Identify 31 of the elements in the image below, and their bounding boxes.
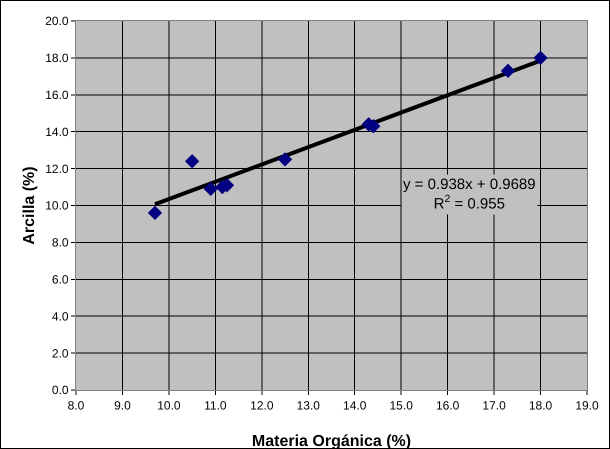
y-tick-label: 18.0 (45, 51, 69, 66)
x-tick-label: 8.0 (68, 398, 85, 412)
y-tick-label: 4.0 (52, 309, 69, 324)
x-tick-label: 11.0 (204, 398, 227, 412)
point (148, 206, 162, 220)
x-tick-label: 16.0 (436, 398, 460, 412)
y-tick-label: 0.0 (52, 383, 69, 398)
y-tick-label: 16.0 (45, 88, 69, 102)
y-tick-label: 10.0 (45, 198, 69, 213)
y-tick-label: 14.0 (45, 124, 69, 139)
y-axis-title: Arcilla (%) (21, 166, 38, 245)
annotation: y = 0.938x + 0.9689 R$^{2}$ = 0.955 (403, 176, 536, 212)
y-tick-label: 20.0 (45, 14, 69, 28)
x-tick-label: 13.0 (296, 398, 320, 412)
x-tick-label: 18.0 (528, 398, 553, 412)
point (204, 182, 218, 196)
point (533, 50, 548, 66)
x-tick-label: 15.0 (390, 398, 414, 412)
x-tick-label: 10.0 (157, 398, 181, 412)
x-tick-label: 14.0 (343, 398, 367, 412)
y-tick-label: 2.0 (52, 346, 69, 360)
x-tick-label: 9.0 (114, 398, 132, 412)
point (500, 64, 516, 78)
y-tick-label: 6.0 (52, 272, 69, 286)
y-tick-label: 12.0 (45, 162, 69, 176)
point (184, 154, 200, 168)
point (278, 152, 292, 167)
x-tick-label: 17.0 (482, 398, 506, 412)
x-tick-label: 12.0 (250, 398, 274, 412)
x-tick-label: 19.0 (575, 398, 599, 412)
y-tick-label: 8.0 (52, 236, 69, 250)
